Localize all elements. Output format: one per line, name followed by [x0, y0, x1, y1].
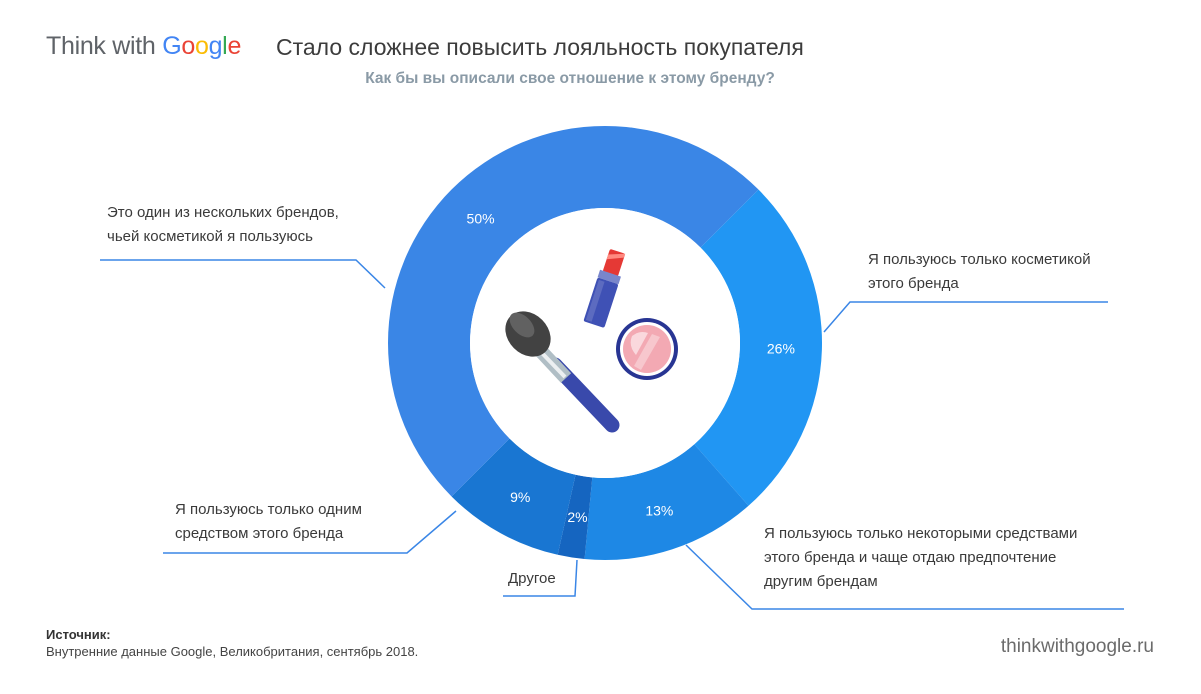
- percent-label-26: 26%: [767, 341, 795, 357]
- source-title: Источник:: [46, 627, 111, 642]
- percent-label-2: 2%: [567, 509, 587, 525]
- percent-label-9: 9%: [510, 489, 530, 505]
- label-50: Это один из нескольких брендов, чьей кос…: [107, 204, 339, 245]
- leader-line-50: [100, 259, 386, 289]
- leader-line-13: [685, 544, 1124, 610]
- lipstick-icon: [583, 249, 626, 328]
- leader-line-9: [163, 510, 457, 554]
- percent-labels: 26% 13% 2% 9% 50%: [467, 211, 795, 525]
- source-text: Внутренние данные Google, Великобритания…: [46, 644, 419, 659]
- slice-26-percent: [694, 189, 823, 506]
- slice-9-percent: [451, 438, 576, 555]
- label-9: Я пользуюсь только одним средством этого…: [175, 501, 362, 542]
- slice-13-percent: [584, 444, 749, 560]
- site-link[interactable]: thinkwithgoogle.ru: [1000, 636, 1154, 657]
- compact-powder-icon: [616, 318, 678, 380]
- slice-50-percent: [388, 125, 759, 497]
- label-13: Я пользуюсь только некоторыми средствами…: [764, 525, 1078, 590]
- makeup-brush-icon: [505, 311, 620, 433]
- leader-line-2: [503, 559, 578, 597]
- leader-line-26: [823, 301, 1108, 333]
- chart-title: Стало сложнее повысить лояльность покупа…: [276, 34, 804, 60]
- percent-label-50: 50%: [467, 211, 495, 227]
- percent-label-13: 13%: [645, 502, 673, 518]
- label-26: Я пользуюсь только косметикой этого брен…: [868, 251, 1091, 292]
- chart-subtitle: Как бы вы описали свое отношение к этому…: [365, 70, 775, 87]
- label-2: Другое: [508, 570, 556, 587]
- donut-hole: [470, 208, 740, 478]
- think-with-google-logo: Think with Google: [46, 32, 242, 60]
- donut-slices: [388, 125, 823, 560]
- slice-2-percent: [557, 474, 593, 560]
